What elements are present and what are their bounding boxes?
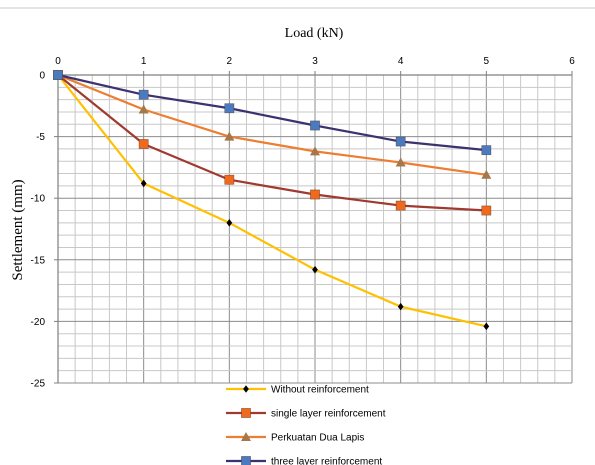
- x-axis-title: Load (kN): [285, 26, 344, 41]
- series-3: [53, 70, 492, 179]
- data-point: [224, 131, 235, 141]
- data-point: [395, 157, 406, 167]
- axes: [54, 71, 573, 384]
- legend-item: single layer reinforcement: [226, 408, 386, 420]
- series-line: [57, 74, 487, 328]
- series-1: [55, 71, 490, 331]
- legend-label: Perkuatan Dua Lapis: [271, 433, 364, 444]
- data-point: [397, 302, 404, 311]
- legend-marker: [241, 456, 251, 465]
- y-tick-label: -10: [31, 194, 46, 205]
- x-tick-label: 0: [55, 56, 61, 67]
- data-point: [138, 139, 149, 149]
- legend-item: Without reinforcement: [226, 385, 369, 396]
- x-tick-label: 1: [141, 56, 147, 67]
- y-tick-label: -5: [36, 132, 45, 143]
- series-lines: [53, 70, 492, 331]
- legend: Without reinforcement single layer reinfo…: [226, 385, 386, 465]
- x-tick-label: 3: [312, 56, 318, 67]
- data-point: [138, 89, 149, 100]
- data-point: [483, 322, 490, 331]
- series-4: [53, 70, 492, 156]
- legend-label: three layer reinforcement: [271, 457, 382, 465]
- data-point: [395, 136, 406, 147]
- series-2: [53, 70, 492, 216]
- data-point: [310, 189, 320, 200]
- data-point: [312, 265, 318, 274]
- data-point: [481, 145, 492, 156]
- data-point: [138, 104, 149, 114]
- legend-marker: [241, 432, 251, 441]
- data-point: [140, 179, 147, 188]
- x-tick-label: 2: [227, 56, 233, 67]
- legend-marker: [241, 408, 251, 418]
- data-point: [481, 205, 492, 216]
- tick-labels: 0 1 2 3 4 5 6 0 -5 -10 -15 -20 -25: [31, 56, 576, 390]
- legend-item: Perkuatan Dua Lapis: [226, 432, 364, 444]
- y-tick-label: 0: [39, 71, 45, 82]
- y-tick-label: -25: [31, 379, 46, 390]
- y-tick-label: -15: [31, 255, 46, 266]
- data-point: [310, 120, 320, 131]
- legend-marker: [243, 385, 249, 393]
- legend-label: Without reinforcement: [271, 385, 369, 396]
- data-point: [224, 103, 235, 114]
- data-point: [53, 70, 63, 80]
- data-point: [224, 174, 235, 185]
- data-point: [310, 146, 320, 156]
- series-line: [57, 73, 487, 152]
- y-axis-title: Settlement (mm): [10, 179, 26, 280]
- data-point: [481, 169, 492, 179]
- x-tick-label: 5: [484, 56, 490, 67]
- x-tick-label: 4: [398, 56, 404, 67]
- data-point: [395, 200, 406, 211]
- data-point: [226, 219, 233, 227]
- x-tick-label: 6: [569, 56, 575, 67]
- series-line: [57, 74, 487, 212]
- legend-label: single layer reinforcement: [271, 409, 386, 420]
- series-line: [57, 73, 487, 176]
- legend-item: three layer reinforcement: [226, 456, 382, 465]
- y-tick-label: -20: [31, 317, 46, 328]
